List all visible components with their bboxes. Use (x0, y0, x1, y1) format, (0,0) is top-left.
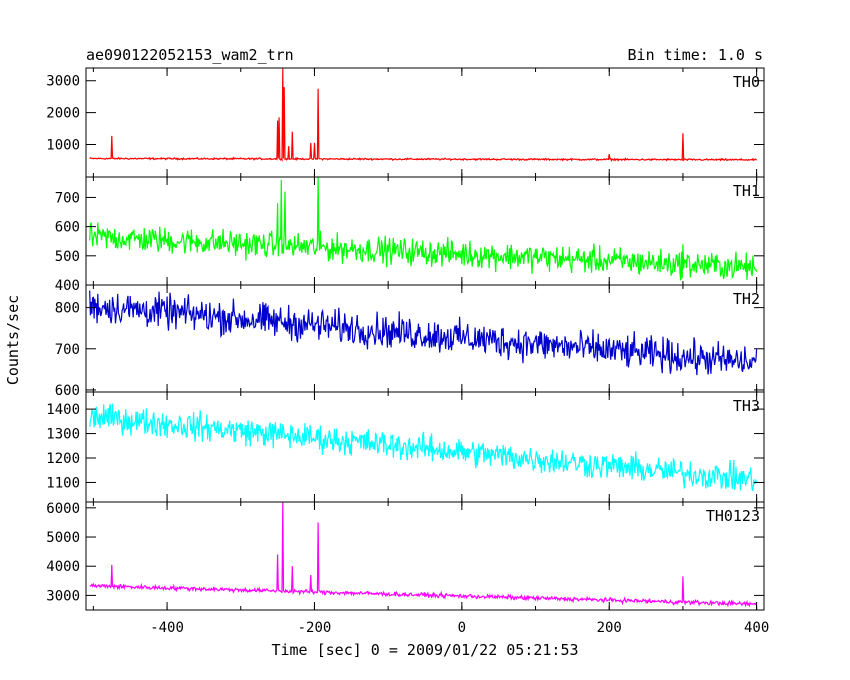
y-tick-label: 1300 (46, 427, 80, 443)
y-tick-label: 2000 (46, 106, 80, 122)
x-tick-label: -200 (298, 620, 332, 636)
y-tick-label: 1000 (46, 137, 80, 153)
x-axis-label: Time [sec] 0 = 2009/01/22 05:21:53 (271, 641, 578, 659)
panel-th3: 1100 1200 1300 1400 TH3 (46, 391, 765, 503)
y-tick-label: 700 (55, 190, 80, 206)
y-tick-label: 500 (55, 249, 80, 265)
panel-th2: 600 700 800 TH2 (55, 284, 765, 399)
series-th0123 (89, 502, 758, 608)
panel-label: TH0123 (706, 507, 760, 525)
series-th3 (89, 403, 758, 492)
y-tick-label: 1200 (46, 451, 80, 467)
panel-frame (85, 391, 765, 503)
y-tick-label: 600 (55, 220, 80, 236)
panel-label: TH0 (733, 73, 760, 91)
y-tick-label: 600 (55, 383, 80, 399)
chart-title: ae090122052153_wam2_trn (86, 46, 294, 64)
series-th0 (89, 68, 758, 163)
x-tick-label: -400 (150, 620, 184, 636)
y-tick-label: 1400 (46, 402, 80, 418)
panel-th1: 400 500 600 700 TH1 (55, 176, 765, 294)
panel-th0123: 3000 4000 5000 6000 TH0123 (46, 501, 765, 611)
x-tick-label: 0 (458, 620, 466, 636)
series-th2 (89, 290, 758, 376)
y-tick-label: 5000 (46, 530, 80, 546)
panel-label: TH1 (733, 182, 760, 200)
bin-time-label: Bin time: 1.0 s (628, 46, 763, 64)
y-tick-label: 4000 (46, 559, 80, 575)
y-tick-label: 3000 (46, 74, 80, 90)
y-tick-label: 1100 (46, 475, 80, 491)
panel-th0: 1000 2000 3000 TH0 (46, 67, 765, 178)
x-tick-label: 200 (597, 620, 622, 636)
y-tick-label: 700 (55, 342, 80, 358)
y-tick-label: 3000 (46, 588, 80, 604)
y-tick-label: 400 (55, 278, 80, 294)
y-axis-label: Counts/sec (4, 295, 22, 385)
y-tick-label: 800 (55, 301, 80, 317)
panel-label: TH2 (733, 290, 760, 308)
panel-label: TH3 (733, 397, 760, 415)
panel-frame (85, 501, 765, 611)
panel-frame (85, 67, 765, 178)
series-th1 (89, 177, 758, 281)
y-tick-label: 6000 (46, 501, 80, 517)
x-tick-label: 400 (744, 620, 769, 636)
